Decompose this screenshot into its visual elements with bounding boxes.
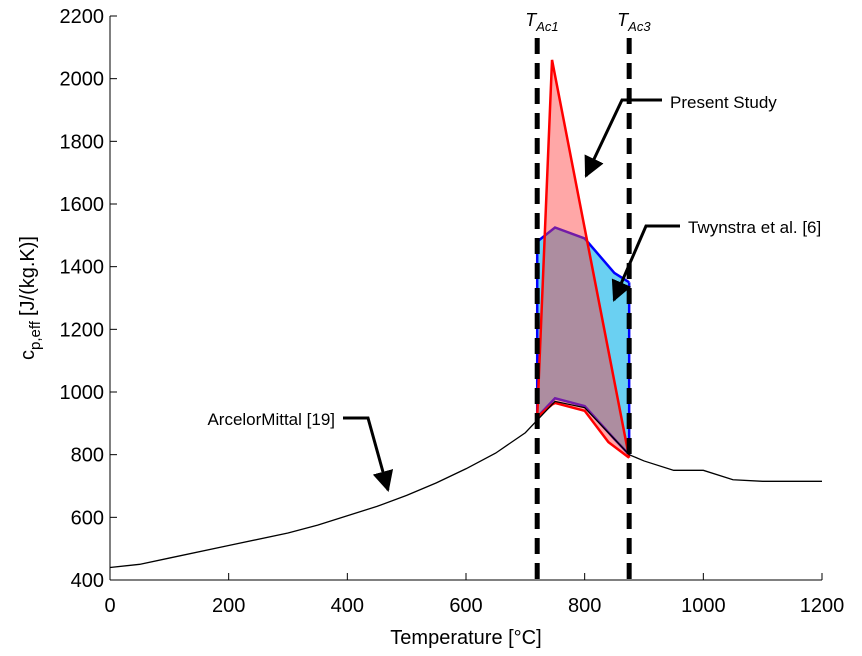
phase-label: TAc3 [617, 10, 651, 34]
y-tick-label: 400 [71, 570, 104, 592]
y-tick-label: 1200 [60, 319, 105, 341]
y-label-symbol: c [17, 350, 39, 360]
y-label-unit: [J/(kg.K)] [17, 236, 39, 316]
y-tick-label: 2200 [60, 6, 105, 28]
x-tick-label: 1200 [800, 595, 845, 617]
x-tick-label: 400 [331, 595, 364, 617]
annotation: ArcelorMittal [19] [207, 410, 335, 429]
annotation-arrow [343, 416, 394, 493]
y-tick-label: 1800 [60, 131, 105, 153]
phase-sub: Ac3 [627, 19, 651, 34]
band-upper-line [535, 59, 631, 459]
band-upper-line [536, 226, 630, 284]
y-tick-label: 2000 [60, 69, 105, 91]
x-tick-label: 800 [568, 595, 601, 617]
annotation-arrow [584, 98, 662, 178]
x-tick-label: 600 [449, 595, 482, 617]
y-label-sub: p,eff [27, 320, 44, 350]
annotation-arrow [611, 224, 680, 302]
phase-symbol: T [525, 10, 538, 30]
y-axis-label: cp,eff [J/(kg.K)] [17, 236, 44, 360]
y-tick-label: 1400 [60, 257, 105, 279]
band-fill [537, 227, 630, 455]
x-tick-label: 0 [104, 595, 115, 617]
annotation: Twynstra et al. [6] [688, 218, 821, 237]
y-tick-label: 600 [71, 507, 104, 529]
phase-symbol: T [617, 10, 630, 30]
series-line [109, 400, 822, 569]
annotation: Present Study [670, 93, 777, 112]
band-fill [537, 59, 630, 458]
y-tick-label: 800 [71, 445, 104, 467]
x-axis-label: Temperature [°C] [390, 627, 541, 649]
x-tick-label: 200 [212, 595, 245, 617]
phase-label: TAc1 [525, 10, 558, 34]
y-tick-label: 1000 [60, 382, 105, 404]
phase-sub: Ac1 [535, 19, 558, 34]
y-tick-label: 1600 [60, 194, 105, 216]
x-tick-label: 1000 [681, 595, 726, 617]
